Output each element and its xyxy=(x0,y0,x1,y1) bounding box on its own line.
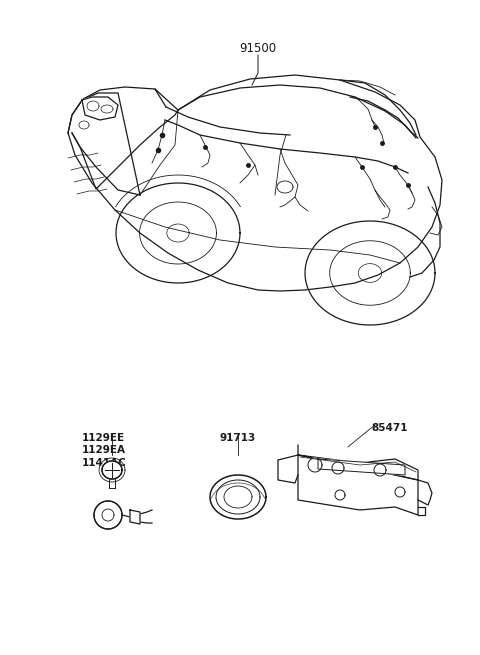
Polygon shape xyxy=(298,455,418,515)
Polygon shape xyxy=(298,445,418,480)
Polygon shape xyxy=(82,97,118,120)
Polygon shape xyxy=(318,459,405,475)
Polygon shape xyxy=(224,486,252,508)
Polygon shape xyxy=(335,490,345,500)
Polygon shape xyxy=(395,487,405,497)
Text: 85471: 85471 xyxy=(372,423,408,433)
Polygon shape xyxy=(130,510,140,524)
Polygon shape xyxy=(102,461,122,479)
Polygon shape xyxy=(332,462,344,474)
Polygon shape xyxy=(418,480,432,505)
Polygon shape xyxy=(278,455,298,483)
Text: 91500: 91500 xyxy=(240,42,276,55)
Polygon shape xyxy=(109,479,115,488)
Polygon shape xyxy=(308,458,322,472)
Text: 1129EE
1129EA
1141AC: 1129EE 1129EA 1141AC xyxy=(82,433,127,468)
Polygon shape xyxy=(374,464,386,476)
Polygon shape xyxy=(210,475,266,519)
Text: 91713: 91713 xyxy=(220,433,256,443)
Polygon shape xyxy=(94,501,122,529)
